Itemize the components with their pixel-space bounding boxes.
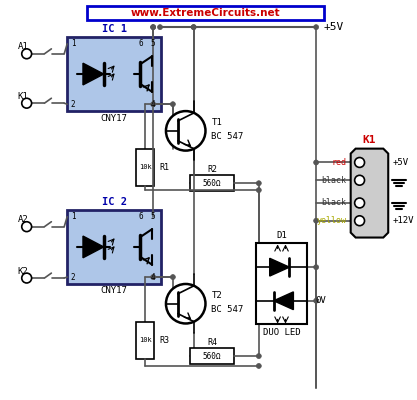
Circle shape xyxy=(354,158,364,168)
Text: D1: D1 xyxy=(276,231,287,240)
Text: DUO LED: DUO LED xyxy=(263,328,300,337)
Circle shape xyxy=(256,354,261,358)
Bar xyxy=(87,6,324,20)
Circle shape xyxy=(314,25,319,30)
Text: 6: 6 xyxy=(139,40,143,48)
Bar xyxy=(256,244,307,324)
Text: T1: T1 xyxy=(211,118,222,128)
Text: 6: 6 xyxy=(139,212,143,221)
Circle shape xyxy=(166,284,206,324)
Circle shape xyxy=(314,265,319,270)
Text: 2: 2 xyxy=(71,100,75,109)
Circle shape xyxy=(256,181,261,186)
Circle shape xyxy=(151,102,156,107)
Circle shape xyxy=(22,98,32,108)
Circle shape xyxy=(354,216,364,226)
Polygon shape xyxy=(83,236,104,258)
Text: www.ExtremeCircuits.net: www.ExtremeCircuits.net xyxy=(131,8,280,18)
Text: BC 547: BC 547 xyxy=(211,305,244,314)
Circle shape xyxy=(22,273,32,283)
Circle shape xyxy=(166,111,206,151)
Circle shape xyxy=(151,25,156,30)
Circle shape xyxy=(22,49,32,59)
Circle shape xyxy=(151,25,156,30)
Bar xyxy=(190,175,234,191)
Text: 560Ω: 560Ω xyxy=(203,352,221,360)
Text: black: black xyxy=(322,176,347,185)
Bar xyxy=(190,348,234,364)
Text: A2: A2 xyxy=(18,215,28,224)
Text: IC 1: IC 1 xyxy=(102,24,127,34)
Polygon shape xyxy=(270,258,289,276)
Text: K1: K1 xyxy=(18,92,28,101)
Text: 560Ω: 560Ω xyxy=(203,179,221,188)
Bar xyxy=(136,322,154,359)
Text: A1: A1 xyxy=(18,42,28,51)
Circle shape xyxy=(314,218,319,223)
Circle shape xyxy=(314,298,319,303)
Circle shape xyxy=(256,364,261,368)
Text: +5V: +5V xyxy=(324,22,344,32)
Text: T2: T2 xyxy=(211,291,222,300)
Circle shape xyxy=(314,160,319,165)
Circle shape xyxy=(158,25,163,30)
Circle shape xyxy=(171,102,175,107)
Text: K1: K1 xyxy=(363,135,376,145)
Text: CNY17: CNY17 xyxy=(100,114,128,122)
Text: IC 2: IC 2 xyxy=(102,197,127,207)
Text: K2: K2 xyxy=(18,267,28,276)
Polygon shape xyxy=(83,63,104,85)
Text: 4: 4 xyxy=(151,272,156,282)
Text: 1: 1 xyxy=(71,40,75,48)
Text: R4: R4 xyxy=(207,338,217,347)
Circle shape xyxy=(354,198,364,208)
Circle shape xyxy=(191,25,196,30)
Circle shape xyxy=(151,274,156,280)
Circle shape xyxy=(191,25,196,30)
Circle shape xyxy=(256,188,261,192)
Text: yellow: yellow xyxy=(317,216,347,225)
Polygon shape xyxy=(351,149,388,238)
Text: +5V: +5V xyxy=(392,158,408,167)
Text: 10k: 10k xyxy=(139,164,152,170)
Text: 1: 1 xyxy=(71,212,75,221)
Text: 5: 5 xyxy=(151,40,156,48)
Text: R2: R2 xyxy=(207,165,217,174)
Polygon shape xyxy=(274,292,294,310)
Text: 10k: 10k xyxy=(139,337,152,343)
Text: 5: 5 xyxy=(151,212,156,221)
Text: 4: 4 xyxy=(151,100,156,109)
Text: 2: 2 xyxy=(71,272,75,282)
Bar xyxy=(136,149,154,186)
Circle shape xyxy=(22,222,32,232)
Text: R3: R3 xyxy=(159,336,169,345)
Circle shape xyxy=(171,274,175,280)
Text: black: black xyxy=(322,198,347,208)
Text: +12V: +12V xyxy=(392,216,414,225)
Text: BC 547: BC 547 xyxy=(211,132,244,141)
Text: red: red xyxy=(332,158,347,167)
Bar xyxy=(67,37,161,111)
Bar xyxy=(67,210,161,284)
Text: R1: R1 xyxy=(159,163,169,172)
Text: 0V: 0V xyxy=(315,296,326,305)
Text: CNY17: CNY17 xyxy=(100,286,128,295)
Circle shape xyxy=(354,175,364,185)
